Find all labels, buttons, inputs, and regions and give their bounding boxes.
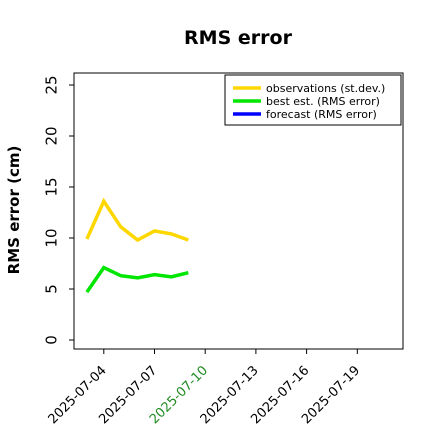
y-axis-ticks: 0 5 10 15 20 25	[42, 75, 74, 345]
chart-title: RMS error	[184, 27, 293, 49]
plot-frame	[73, 72, 404, 350]
legend-entries: observations (st.dev.)best est. (RMS err…	[233, 82, 385, 121]
y-axis-label: RMS error (cm)	[5, 146, 23, 275]
series-line-0	[85, 197, 189, 243]
legend-label-0: observations (st.dev.)	[266, 82, 385, 95]
series-line-1	[85, 265, 189, 294]
y-tick-label: 15	[42, 177, 60, 196]
x-axis-ticks: 2025-07-042025-07-072025-07-102025-07-13…	[46, 349, 363, 427]
y-tick-label: 5	[42, 284, 60, 294]
y-tick-label: 0	[42, 335, 60, 345]
series-lines	[85, 197, 189, 294]
y-tick-label: 10	[42, 228, 60, 247]
y-tick-label: 20	[42, 126, 60, 145]
legend: observations (st.dev.)best est. (RMS err…	[224, 74, 402, 126]
y-tick-label: 25	[42, 75, 60, 94]
legend-label-1: best est. (RMS error)	[266, 95, 380, 108]
legend-label-2: forecast (RMS error)	[266, 108, 377, 121]
